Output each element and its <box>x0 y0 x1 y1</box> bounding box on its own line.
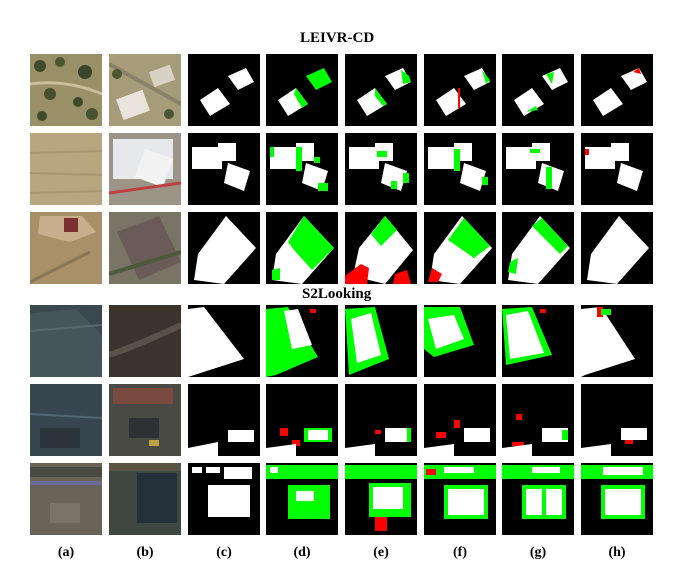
row6-mask-c <box>188 463 260 535</box>
row4-mask-f <box>424 305 496 377</box>
row6-image-a <box>30 463 102 535</box>
row2-mask-c <box>188 133 260 205</box>
row2-mask-h <box>581 133 653 205</box>
row3-mask-g <box>502 212 574 284</box>
row6-mask-h <box>581 463 653 535</box>
row1-mask-f <box>424 54 496 126</box>
row1-mask-h <box>581 54 653 126</box>
row5-image-b <box>109 384 181 456</box>
row6-mask-f <box>424 463 496 535</box>
column-label-e: (e) <box>373 545 389 560</box>
column-label-h: (h) <box>608 545 626 560</box>
row4-mask-d <box>266 305 338 377</box>
row5-image-a <box>30 384 102 456</box>
row3-mask-e <box>345 212 417 284</box>
row4-image-a <box>30 305 102 377</box>
row4-mask-e <box>345 305 417 377</box>
column-label-d: (d) <box>293 545 311 560</box>
row4-image-b <box>109 305 181 377</box>
row1-image-b <box>109 54 181 126</box>
row1-mask-g <box>502 54 574 126</box>
column-label-c: (c) <box>216 545 232 560</box>
row6-mask-e <box>345 463 417 535</box>
row2-mask-e <box>345 133 417 205</box>
row3-image-a <box>30 212 102 284</box>
row3-mask-c <box>188 212 260 284</box>
row6-mask-g <box>502 463 574 535</box>
row3-mask-f <box>424 212 496 284</box>
row1-mask-e <box>345 54 417 126</box>
column-label-g: (g) <box>529 545 547 560</box>
row4-mask-h <box>581 305 653 377</box>
column-label-a: (a) <box>57 545 75 560</box>
title-leivr-cd: LEIVR-CD <box>300 30 375 46</box>
row1-mask-c <box>188 54 260 126</box>
row3-mask-h <box>581 212 653 284</box>
row5-mask-g <box>502 384 574 456</box>
row1-image-a <box>30 54 102 126</box>
column-label-b: (b) <box>136 545 154 560</box>
row5-mask-e <box>345 384 417 456</box>
row5-mask-h <box>581 384 653 456</box>
row4-mask-g <box>502 305 574 377</box>
row2-mask-g <box>502 133 574 205</box>
row2-mask-d <box>266 133 338 205</box>
row3-mask-d <box>266 212 338 284</box>
row3-image-b <box>109 212 181 284</box>
column-label-f: (f) <box>453 545 467 560</box>
row6-mask-d <box>266 463 338 535</box>
row5-mask-f <box>424 384 496 456</box>
row4-mask-c <box>188 305 260 377</box>
row5-mask-c <box>188 384 260 456</box>
title-s2looking: S2Looking <box>302 286 372 302</box>
row5-mask-d <box>266 384 338 456</box>
row2-mask-f <box>424 133 496 205</box>
row2-image-a <box>30 133 102 205</box>
row6-image-b <box>109 463 181 535</box>
row2-image-b <box>109 133 181 205</box>
row1-mask-d <box>266 54 338 126</box>
